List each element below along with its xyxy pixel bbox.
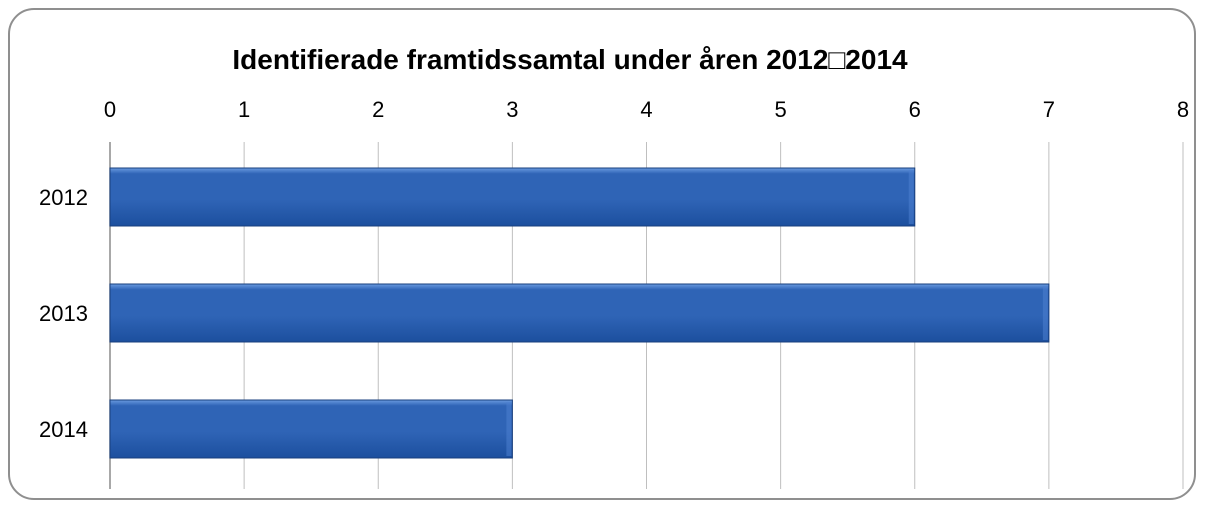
x-axis-ticks: 0 1 2 3 4 5 6 7 8 xyxy=(104,97,1189,122)
chart-title: Identifierade framtidssamtal under åren … xyxy=(232,44,908,75)
x-tick-label: 0 xyxy=(104,97,116,122)
bar-bevel-2012 xyxy=(908,170,914,224)
x-tick-label: 8 xyxy=(1177,97,1189,122)
y-category-label: 2013 xyxy=(39,301,88,326)
x-tick-label: 6 xyxy=(909,97,921,122)
x-tick-label: 5 xyxy=(775,97,787,122)
bar-bevel-2013 xyxy=(1042,286,1048,340)
bar-2013 xyxy=(109,283,1050,343)
bar-2012 xyxy=(109,167,916,227)
y-category-label: 2012 xyxy=(39,185,88,210)
x-tick-label: 3 xyxy=(506,97,518,122)
x-tick-label: 7 xyxy=(1043,97,1055,122)
y-category-label: 2014 xyxy=(39,417,88,442)
x-tick-label: 4 xyxy=(640,97,652,122)
bars xyxy=(109,167,1050,459)
y-axis-labels: 2012 2013 2014 xyxy=(39,185,88,442)
x-tick-label: 1 xyxy=(238,97,250,122)
x-tick-label: 2 xyxy=(372,97,384,122)
bar-bevel-2014 xyxy=(506,402,512,456)
bar-2014 xyxy=(109,399,513,459)
